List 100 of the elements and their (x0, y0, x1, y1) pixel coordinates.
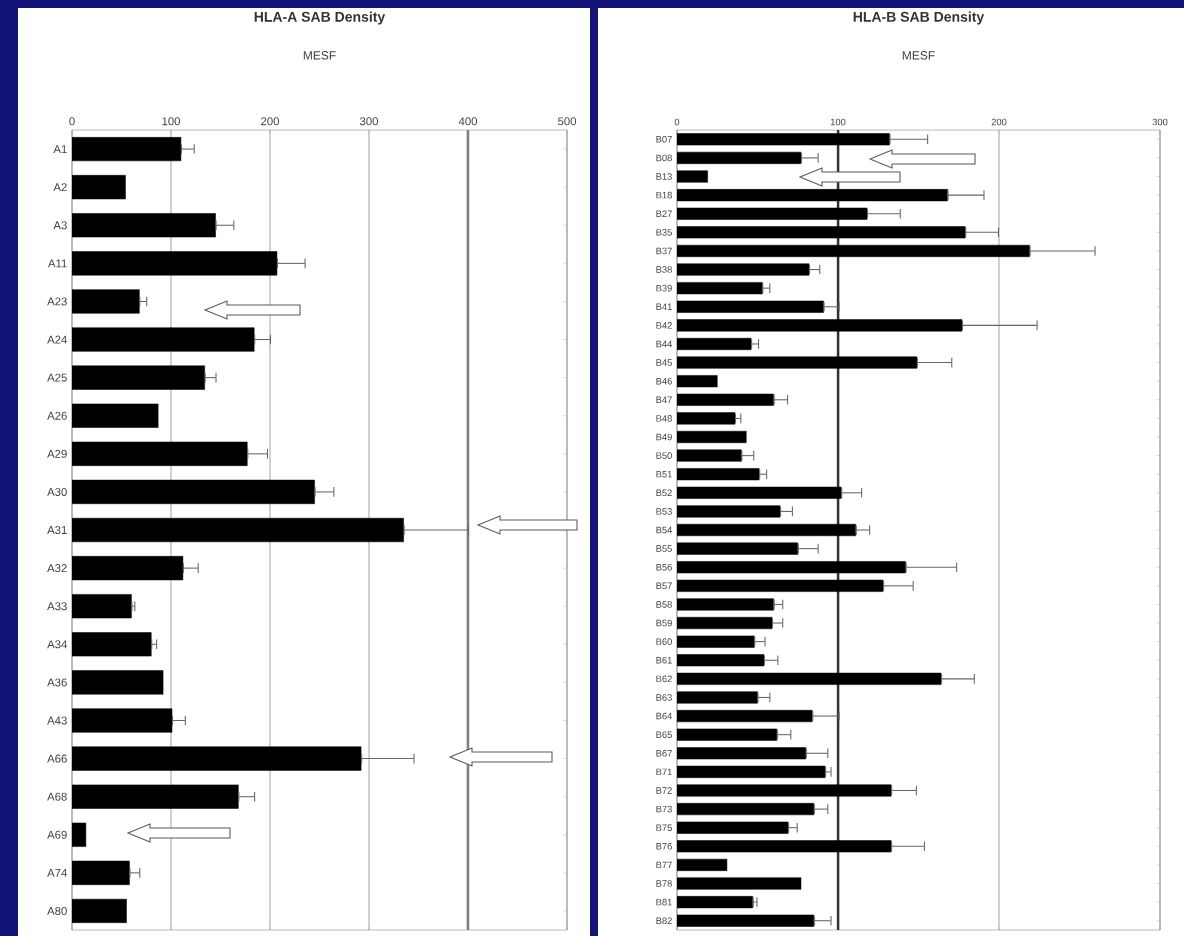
chart-title: HLA-A SAB Density (254, 11, 386, 25)
y-tick-label: B64 (656, 712, 673, 720)
bar (677, 244, 1030, 257)
y-tick-label: B81 (656, 898, 672, 906)
y-tick-label: B27 (656, 210, 672, 217)
bar (677, 505, 781, 518)
x-tick-label: 300 (1152, 118, 1168, 126)
y-tick-label: B76 (656, 843, 672, 850)
y-tick-label: B42 (656, 322, 672, 329)
x-axis-title: MESF (902, 51, 935, 60)
bar (677, 486, 842, 499)
bar (72, 746, 362, 771)
y-tick-label: A74 (47, 868, 67, 877)
y-tick-label: B53 (656, 508, 672, 515)
bar (677, 728, 778, 741)
x-tick-label: 100 (830, 118, 846, 126)
y-tick-label: B49 (656, 433, 672, 441)
bar (72, 860, 130, 885)
bar (677, 523, 856, 537)
y-tick-label: B52 (656, 489, 672, 497)
bar (677, 896, 753, 909)
y-tick-label: B77 (656, 861, 672, 869)
bar (677, 747, 807, 760)
bar (72, 670, 164, 695)
y-tick-label: A30 (47, 487, 67, 496)
y-tick-label: B57 (656, 582, 672, 590)
bar (677, 617, 773, 630)
bar (677, 784, 892, 797)
y-tick-label: A25 (47, 373, 67, 382)
y-tick-label: A36 (47, 678, 67, 687)
bar (72, 365, 205, 390)
x-tick-label: 100 (162, 117, 181, 126)
bar (677, 710, 813, 723)
y-tick-label: B46 (656, 377, 672, 385)
bar (72, 556, 184, 581)
bar (72, 632, 152, 657)
y-tick-label: A43 (47, 716, 67, 725)
bar (72, 403, 159, 428)
bar (72, 136, 182, 162)
bar (72, 784, 239, 809)
y-tick-label: B50 (656, 452, 672, 459)
y-tick-label: A66 (47, 754, 67, 763)
bar (677, 654, 765, 667)
y-tick-label: B18 (656, 191, 672, 199)
bar (72, 175, 126, 200)
y-tick-label: B60 (656, 638, 672, 645)
y-tick-label: B55 (656, 545, 672, 552)
bar (677, 412, 736, 425)
x-tick-label: 400 (458, 117, 478, 126)
bar (72, 251, 278, 276)
y-tick-label: A3 (53, 221, 67, 230)
x-tick-label: 200 (261, 117, 280, 126)
y-tick-label: A29 (47, 449, 67, 458)
y-tick-label: B73 (656, 805, 672, 813)
bar (677, 542, 799, 555)
bar (677, 858, 728, 871)
bar (72, 479, 315, 504)
y-tick-label: B71 (656, 768, 672, 776)
x-tick-label: 300 (359, 117, 379, 126)
y-tick-label: A68 (47, 792, 67, 801)
y-tick-label: B45 (656, 359, 672, 366)
bar (72, 594, 132, 619)
bar (677, 803, 815, 816)
y-tick-label: A24 (47, 335, 67, 344)
bar (677, 840, 892, 853)
y-tick-label: A80 (47, 906, 67, 915)
bar (72, 822, 87, 847)
bar (677, 300, 824, 313)
y-tick-label: A33 (47, 602, 67, 611)
x-tick-label: 500 (558, 117, 577, 126)
y-tick-label: A23 (47, 297, 67, 306)
bar (677, 356, 918, 369)
bar (72, 708, 173, 733)
bar (677, 449, 742, 462)
bar (677, 914, 815, 927)
x-tick-label: 0 (69, 117, 75, 126)
bar (72, 213, 216, 238)
y-tick-label: B48 (656, 415, 672, 422)
bar (72, 327, 255, 352)
y-tick-label: B58 (656, 601, 672, 608)
y-tick-label: A26 (47, 411, 67, 420)
y-tick-label: B61 (656, 656, 672, 664)
y-tick-label: B37 (656, 247, 672, 255)
bar (677, 375, 718, 388)
bar (677, 337, 752, 351)
bar (677, 579, 884, 592)
bar (72, 441, 248, 466)
bar (677, 468, 760, 481)
y-tick-label: B39 (656, 284, 672, 292)
y-tick-label: B13 (656, 173, 672, 180)
y-tick-label: B51 (656, 470, 672, 478)
bar (677, 821, 789, 834)
bar (677, 170, 708, 183)
x-axis-title: MESF (303, 51, 336, 60)
bar (677, 133, 890, 146)
bar (677, 207, 868, 220)
bar (677, 598, 774, 611)
bar (72, 289, 140, 314)
bar (677, 691, 758, 704)
x-tick-label: 200 (991, 118, 1007, 126)
